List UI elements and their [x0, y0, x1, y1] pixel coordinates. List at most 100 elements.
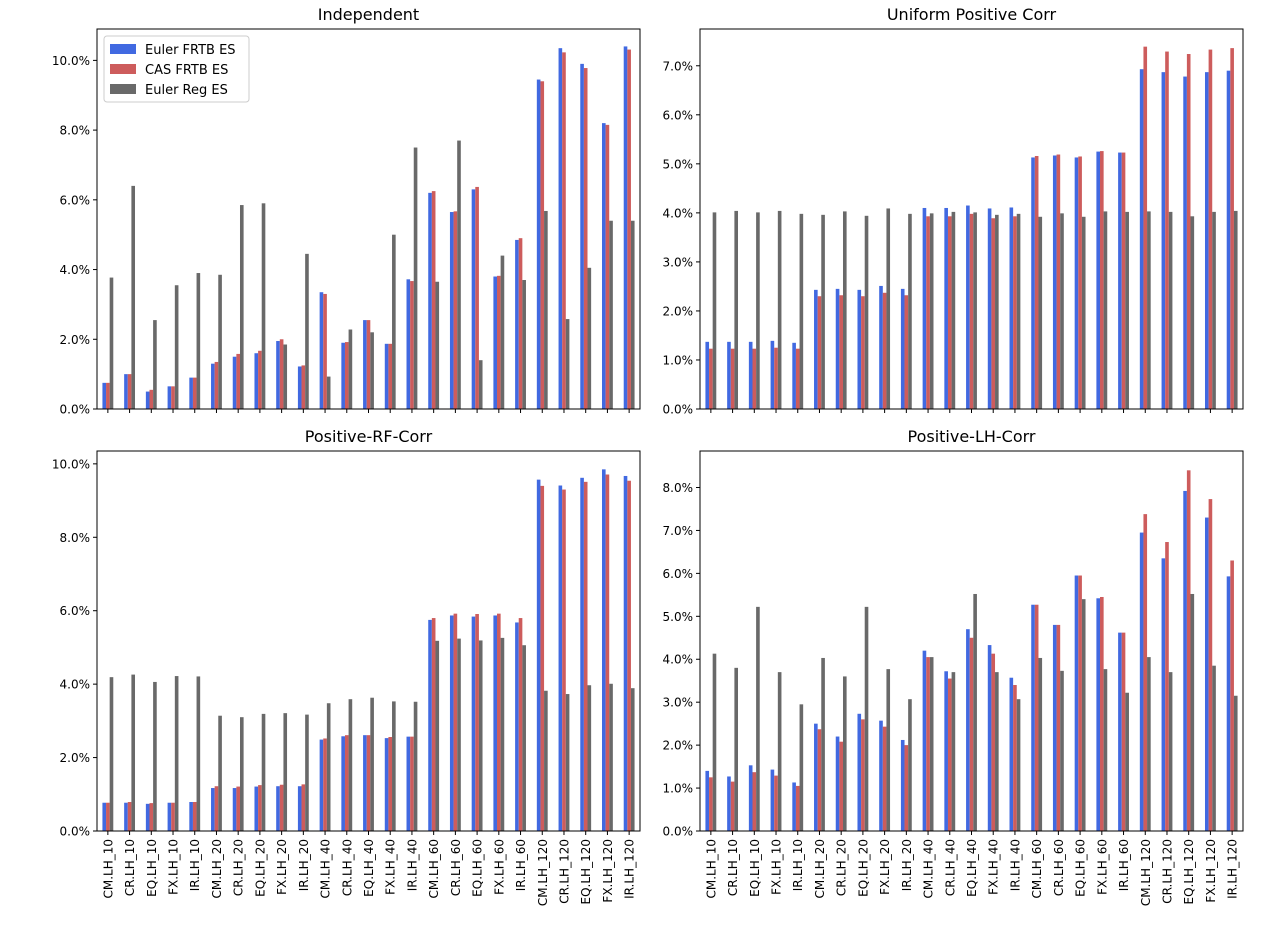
bar	[149, 389, 154, 409]
bar	[214, 361, 219, 409]
bar	[904, 295, 909, 409]
bar	[709, 348, 713, 409]
y-tick-label: 0.0%	[663, 403, 694, 417]
bar	[236, 353, 240, 409]
bar	[1056, 154, 1061, 409]
bar	[951, 211, 956, 409]
bar	[493, 615, 498, 831]
y-tick-label: 3.0%	[663, 255, 694, 269]
bar	[261, 203, 266, 409]
bar	[344, 735, 349, 831]
bar	[518, 238, 523, 409]
bar	[900, 739, 905, 831]
bar	[995, 672, 999, 831]
y-tick-label: 4.0%	[60, 263, 91, 277]
bar	[1165, 542, 1169, 831]
bar	[908, 699, 912, 831]
bar	[1052, 624, 1057, 831]
x-tick-label: EQ.LH_20	[856, 839, 870, 897]
x-tick-label: FX.LH_60	[492, 839, 506, 895]
bar	[449, 615, 454, 831]
bar	[283, 344, 288, 409]
bar	[522, 280, 526, 409]
bar	[500, 637, 505, 831]
x-tick-label: IR.LH_10	[188, 839, 202, 891]
x-tick-label: CR.LH_10	[123, 839, 137, 896]
bar	[864, 606, 869, 831]
legend-label: Euler Reg ES	[145, 83, 228, 98]
bar	[1038, 657, 1043, 831]
bar	[1009, 207, 1014, 409]
bar	[1161, 558, 1166, 831]
bar	[727, 776, 731, 831]
bar	[712, 653, 717, 831]
bar	[258, 350, 262, 409]
bar	[323, 293, 327, 409]
bar	[795, 348, 800, 409]
bar	[131, 674, 136, 831]
bar	[1096, 151, 1101, 409]
bar	[475, 186, 479, 409]
bar	[1031, 157, 1035, 409]
x-tick-label: FX.LH_120	[1204, 839, 1218, 903]
bar	[861, 296, 865, 409]
bar	[817, 296, 822, 409]
bar	[232, 356, 237, 409]
bar	[947, 678, 952, 831]
bar	[192, 802, 197, 831]
x-tick-label: CR.LH_20	[232, 839, 246, 896]
bar	[428, 192, 432, 409]
x-tick-label: EQ.LH_10	[748, 839, 762, 897]
bar	[1139, 532, 1144, 831]
bar	[991, 218, 996, 409]
bar	[388, 737, 393, 831]
bar	[817, 729, 822, 831]
bar	[475, 614, 479, 831]
bar	[522, 645, 526, 831]
x-tick-label: IR.LH_20	[297, 839, 311, 891]
x-tick-label: IR.LH_20	[900, 839, 914, 891]
bar	[413, 147, 418, 409]
x-tick-label: FX.LH_60	[1095, 839, 1109, 895]
bar	[211, 363, 215, 409]
bar	[1031, 604, 1035, 831]
bar	[609, 683, 613, 831]
bar	[1118, 152, 1122, 409]
bar	[211, 788, 215, 831]
y-tick-label: 3.0%	[663, 696, 694, 710]
x-tick-label: FX.LH_40	[384, 839, 398, 895]
bar	[453, 613, 458, 831]
bar	[1168, 672, 1173, 831]
bar	[630, 688, 635, 831]
bar	[630, 220, 635, 409]
bar	[879, 285, 883, 409]
bar	[1103, 211, 1108, 409]
bar	[1125, 692, 1129, 831]
x-tick-label: FX.LH_20	[275, 839, 289, 895]
x-tick-label: IR.LH_10	[791, 839, 805, 891]
bar	[929, 657, 934, 831]
bar	[756, 606, 760, 831]
bar	[705, 770, 710, 831]
bar	[922, 650, 927, 831]
bar	[886, 669, 891, 831]
bar	[1208, 49, 1213, 410]
bar	[279, 784, 284, 831]
bar	[1186, 54, 1191, 409]
bar	[587, 267, 592, 409]
x-tick-label: FX.LH_10	[167, 839, 181, 895]
y-tick-label: 2.0%	[60, 333, 91, 347]
bar	[623, 475, 628, 831]
x-tick-label: EQ.LH_40	[965, 839, 979, 897]
bar	[944, 207, 948, 409]
bar	[109, 677, 114, 831]
bar	[102, 802, 107, 831]
bar	[1186, 470, 1191, 831]
bar	[301, 365, 306, 409]
x-tick-label: CM.LH_60	[1030, 839, 1044, 899]
bar	[276, 786, 280, 831]
y-tick-label: 4.0%	[663, 653, 694, 667]
bar	[348, 699, 353, 831]
bar	[1168, 211, 1173, 409]
bar	[774, 775, 778, 831]
